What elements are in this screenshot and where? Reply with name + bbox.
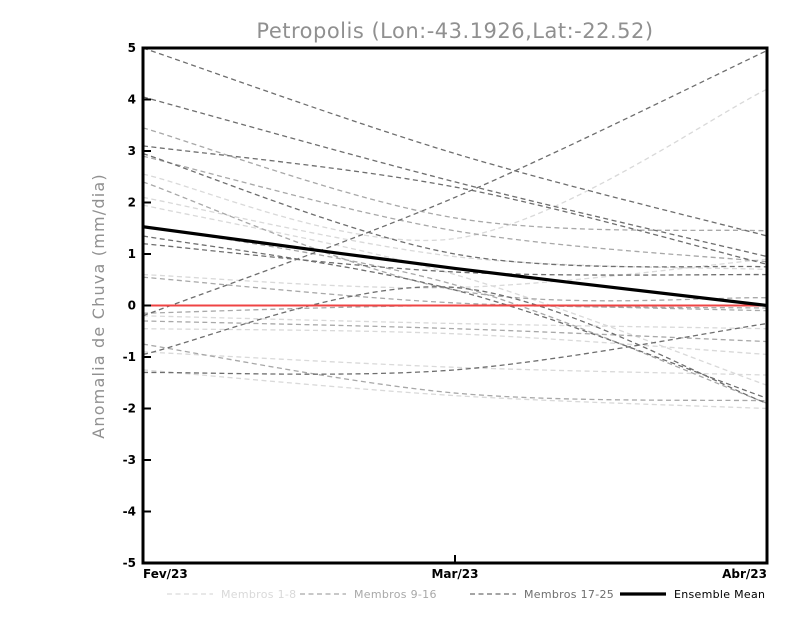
y-axis-ticks: 5 4 3 2 1 0 -1 -2 -3 -4 -5 xyxy=(123,41,151,570)
member-line xyxy=(144,276,766,309)
member-line xyxy=(144,235,766,399)
member-line xyxy=(144,243,766,276)
legend-label: Ensemble Mean xyxy=(674,588,765,601)
y-tick-label: 3 xyxy=(128,144,136,158)
member-line xyxy=(144,320,766,343)
member-line xyxy=(144,315,766,330)
member-line xyxy=(144,181,766,302)
member-line xyxy=(144,145,766,265)
ensemble-mean-line xyxy=(144,225,766,307)
member-line xyxy=(144,49,766,237)
member-line xyxy=(144,204,766,386)
member-line xyxy=(144,155,766,263)
member-line xyxy=(144,196,766,271)
member-line xyxy=(144,50,766,317)
chart-legend: Membros 1-8 Membros 9-16 Membros 17-25 Ense… xyxy=(167,588,765,601)
x-tick-label: Mar/23 xyxy=(431,567,478,581)
y-axis-label: Anomalia de Chuva (mm/dia) xyxy=(89,173,108,439)
y-tick-label: -2 xyxy=(123,402,136,416)
y-tick-label: -5 xyxy=(123,556,136,570)
y-tick-label: -3 xyxy=(123,453,136,467)
legend-label: Membros 1-8 xyxy=(221,588,296,601)
member-line xyxy=(144,88,766,242)
member-line xyxy=(144,286,766,404)
member-line xyxy=(144,127,766,232)
y-tick-label: 1 xyxy=(128,247,136,261)
member-line xyxy=(144,343,766,402)
y-tick-label: 2 xyxy=(128,196,136,210)
member-line xyxy=(144,258,766,289)
member-line xyxy=(144,304,766,314)
y-tick-label: 5 xyxy=(128,41,136,55)
member-line xyxy=(144,323,766,375)
member-line xyxy=(144,328,766,356)
x-axis-ticks: Fev/23 Mar/23 Abr/23 xyxy=(142,555,768,581)
legend-label: Membros 17-25 xyxy=(524,588,614,601)
y-tick-label: 4 xyxy=(128,93,136,107)
y-tick-label: -1 xyxy=(123,350,136,364)
y-tick-label: -4 xyxy=(123,505,136,519)
member-line xyxy=(144,96,766,258)
chart-title: Petropolis (Lon:-43.1926,Lat:-22.52) xyxy=(256,19,653,43)
member-lines-group xyxy=(144,49,766,410)
y-tick-label: 0 xyxy=(128,299,136,313)
x-tick-label: Abr/23 xyxy=(722,567,767,581)
mean-line-path xyxy=(144,225,766,307)
x-tick-label: Fev/23 xyxy=(143,567,188,581)
member-line xyxy=(144,153,766,268)
member-line xyxy=(144,369,766,410)
member-line xyxy=(144,225,766,404)
legend-label: Membros 9-16 xyxy=(354,588,437,601)
